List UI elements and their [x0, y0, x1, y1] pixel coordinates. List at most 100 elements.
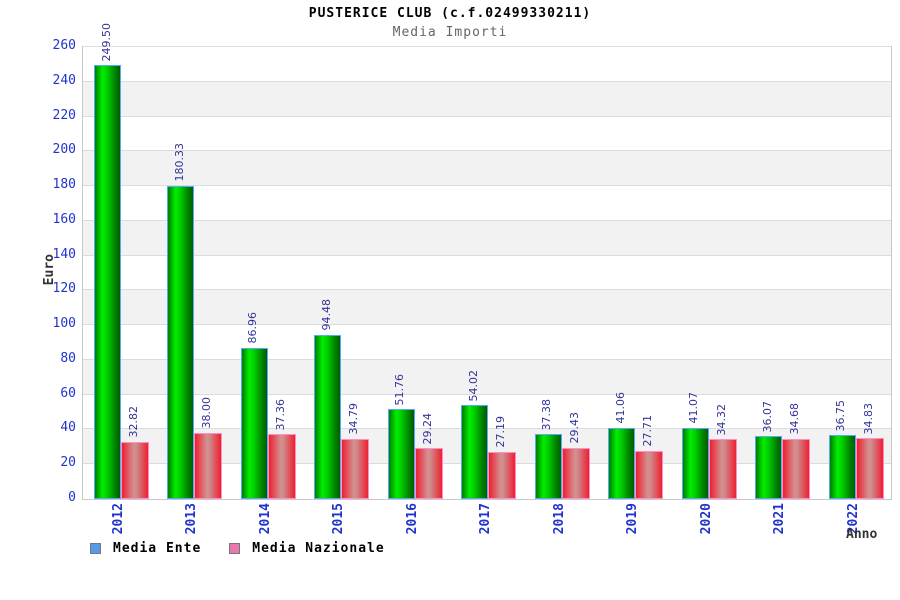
bar-value-label: 32.82 [127, 406, 140, 438]
x-tick-label-2020: 2020 [698, 503, 714, 535]
plot-band [83, 220, 891, 256]
y-tick-label: 180 [52, 177, 76, 193]
gridline [83, 185, 891, 187]
gridline [83, 115, 891, 117]
bar-media-nazionale-2021 [782, 438, 811, 499]
bar-media-nazionale-2013 [194, 432, 223, 499]
bar-value-label: 27.71 [641, 415, 655, 447]
bar-value-label: 37.36 [273, 398, 287, 431]
legend-label-media-ente: Media Ente [113, 541, 202, 556]
y-tick-label: 60 [60, 385, 76, 401]
x-tick-label-2013: 2013 [184, 503, 200, 535]
y-tick-label: 80 [60, 350, 76, 366]
x-tick-label-2015: 2015 [331, 503, 347, 535]
y-tick-label: 120 [52, 281, 76, 297]
bar-media-ente-2018 [534, 434, 562, 499]
bar-media-ente-2022 [828, 435, 856, 499]
bar-media-ente-2014 [240, 347, 268, 499]
x-tick-label-2018: 2018 [551, 503, 567, 535]
plot-band [83, 290, 891, 326]
plot-area: 249.50 32.82 180.33 38.00 86.96 37.36 94.48 34.… [82, 23, 892, 500]
bar-media-nazionale-2015 [341, 438, 370, 499]
bar-media-ente-2019 [608, 427, 636, 499]
bar-value-label: 29.43 [567, 412, 581, 444]
gridline [83, 150, 891, 152]
y-tick-label: 200 [52, 142, 76, 158]
bar-value-label: 86.96 [246, 312, 260, 344]
bar-value-label: 51.76 [393, 373, 407, 406]
gridline [83, 358, 891, 360]
gridline [83, 80, 891, 82]
gridline [83, 46, 891, 47]
bar-media-nazionale-2014 [267, 434, 296, 499]
bar-value-label: 37.38 [540, 398, 554, 431]
bar-media-ente-2021 [755, 436, 783, 499]
y-tick-label: 100 [52, 316, 76, 332]
plot-band [83, 325, 891, 360]
bar-value-label: 36.75 [834, 399, 848, 432]
bar-media-nazionale-2020 [708, 439, 737, 499]
bar-media-ente-2013 [167, 185, 195, 499]
bar-media-ente-2016 [387, 409, 415, 499]
bar-media-nazionale-2017 [488, 451, 517, 499]
bar-value-label: 27.19 [494, 416, 508, 448]
bar-media-nazionale-2022 [855, 438, 884, 499]
chart-title: PUSTERICE CLUB (c.f.02499330211) [308, 6, 592, 21]
bar-value-label: 41.06 [613, 392, 627, 424]
plot-band [83, 47, 891, 82]
gridline [83, 254, 891, 256]
bar-value-label: 180.33 [172, 143, 186, 182]
y-tick-label: 0 [68, 490, 76, 505]
x-tick-label-2019: 2019 [625, 503, 641, 535]
x-axis-title: Anno [846, 527, 878, 542]
plot-band [83, 151, 891, 187]
gridline [83, 393, 891, 395]
legend: Media Ente Media Nazionale [90, 541, 413, 556]
bar-value-label: 34.79 [347, 403, 361, 435]
bar-media-nazionale-2012 [121, 441, 149, 499]
bar-media-ente-2020 [681, 427, 709, 499]
legend-label-media-nazionale: Media Nazionale [252, 541, 385, 556]
bar-value-label: 41.07 [687, 392, 701, 424]
chart-subtitle: Media Importi [392, 25, 508, 40]
x-tick-label-2021: 2021 [772, 503, 788, 535]
bar-value-label: 94.48 [319, 299, 333, 331]
y-tick-label: 240 [52, 72, 76, 88]
gridline [83, 289, 891, 291]
bar-value-label: 38.00 [200, 397, 214, 429]
x-tick-label-2017: 2017 [478, 503, 494, 535]
x-tick-label-2014: 2014 [257, 503, 273, 535]
bar-media-ente-2017 [461, 405, 489, 499]
plot-band [83, 256, 891, 291]
y-tick-label: 220 [52, 107, 76, 123]
plot-band [83, 81, 891, 117]
gridline [83, 219, 891, 221]
bar-media-nazionale-2016 [414, 448, 443, 499]
bar-media-nazionale-2018 [561, 447, 590, 499]
y-tick-label: 20 [60, 455, 76, 471]
y-axis-title: Euro [42, 254, 57, 286]
bar-value-label: 54.02 [466, 369, 480, 402]
bar-value-label: 34.68 [788, 403, 802, 435]
x-tick-label-2016: 2016 [404, 503, 420, 535]
bar-media-nazionale-2019 [635, 450, 664, 499]
bar-media-ente-2015 [314, 334, 342, 499]
bar-value-label: 29.24 [420, 412, 434, 445]
legend-swatch-media-nazionale-icon [229, 543, 241, 554]
bar-value-label: 249.50 [99, 22, 113, 62]
y-tick-label: 140 [52, 246, 76, 262]
legend-swatch-media-ente-icon [90, 543, 101, 554]
gridline [83, 324, 891, 326]
x-tick-label-2012: 2012 [111, 503, 126, 535]
y-tick-label: 160 [52, 211, 76, 227]
bar-value-label: 34.32 [714, 403, 728, 436]
plot-band [83, 359, 891, 395]
plot-band [83, 117, 891, 152]
bar-media-ente-2012 [94, 65, 121, 499]
y-tick-label: 260 [52, 38, 76, 53]
plot-band [83, 186, 891, 221]
y-tick-label: 40 [60, 420, 76, 436]
bar-value-label: 34.83 [861, 402, 875, 435]
bar-value-label: 36.07 [760, 400, 774, 433]
